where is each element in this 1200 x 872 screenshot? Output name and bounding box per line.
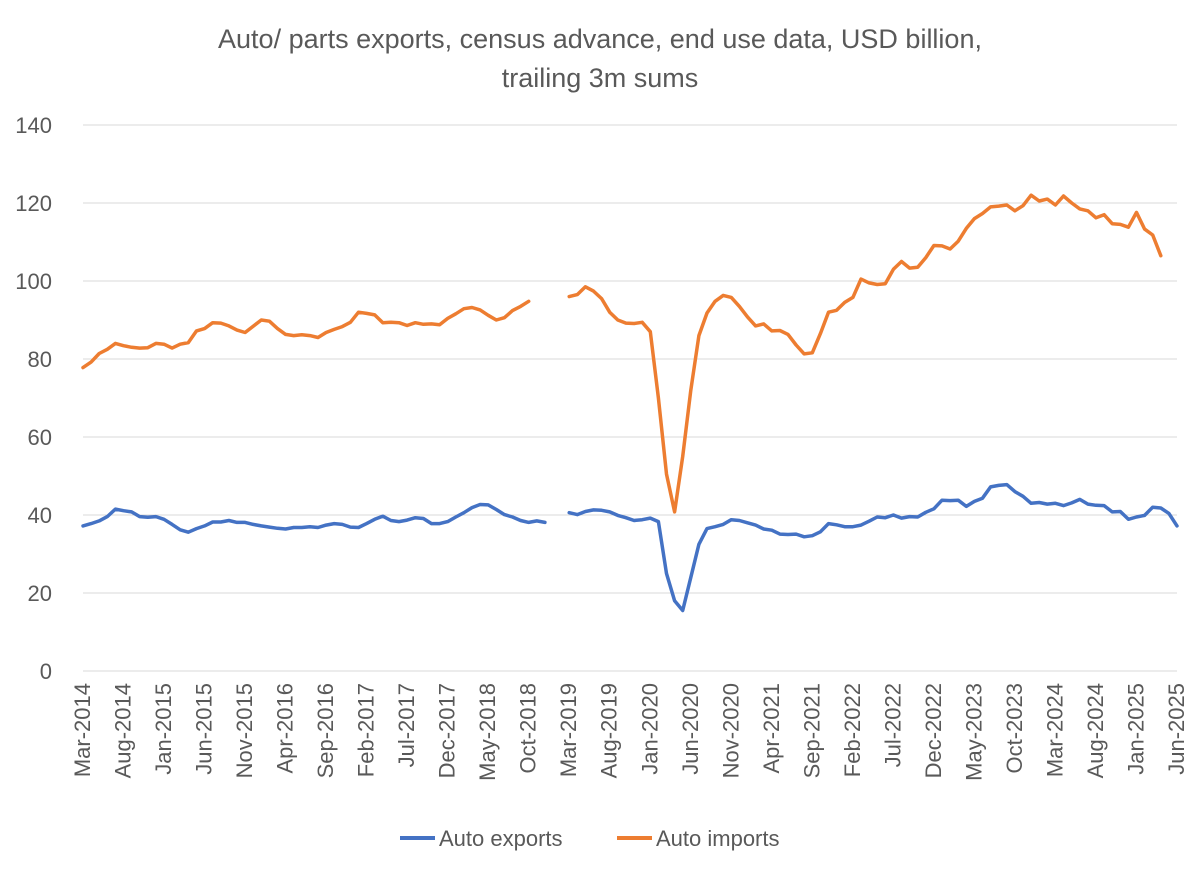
y-tick-label: 40 xyxy=(28,503,52,528)
x-tick-label: May-2023 xyxy=(961,683,986,781)
x-tick-label: Jan-2020 xyxy=(637,683,662,775)
x-tick-label: Dec-2017 xyxy=(435,683,460,778)
chart-title-line-2: trailing 3m sums xyxy=(502,63,699,93)
x-tick-label: Jan-2015 xyxy=(151,683,176,775)
x-tick-label: Feb-2022 xyxy=(840,683,865,777)
x-tick-label: Apr-2016 xyxy=(273,683,298,774)
y-tick-label: 120 xyxy=(15,191,52,216)
x-tick-label: Feb-2017 xyxy=(354,683,379,777)
x-tick-label: Apr-2021 xyxy=(759,683,784,774)
x-tick-label: Jul-2022 xyxy=(880,683,905,767)
x-tick-label: Jun-2015 xyxy=(192,683,217,775)
series-line-auto-imports-segment-1 xyxy=(81,299,531,370)
x-tick-label: Aug-2014 xyxy=(111,683,136,778)
x-tick-label: Jan-2025 xyxy=(1124,683,1149,775)
series-lines xyxy=(81,193,1179,613)
x-tick-label: Dec-2022 xyxy=(921,683,946,778)
x-tick-label: Aug-2019 xyxy=(597,683,622,778)
chart-title-line-1: Auto/ parts exports, census advance, end… xyxy=(218,24,982,54)
y-tick-label: 60 xyxy=(28,425,52,450)
x-tick-label: Jul-2017 xyxy=(394,683,419,767)
y-tick-label: 80 xyxy=(28,347,52,372)
x-tick-label: Jun-2020 xyxy=(678,683,703,775)
series-line-auto-exports-segment-2 xyxy=(567,482,1179,613)
gridlines xyxy=(83,124,1177,672)
y-tick-label: 0 xyxy=(40,659,52,684)
y-tick-label: 20 xyxy=(28,581,52,606)
x-tick-label: Nov-2020 xyxy=(718,683,743,778)
legend-label-auto-imports: Auto imports xyxy=(656,826,780,851)
x-axis-ticks: Mar-2014 Aug-2014 Jan-2015 Jun-2015 Nov-2015… xyxy=(70,683,1189,781)
x-tick-label: Sep-2016 xyxy=(313,683,338,778)
x-tick-label: Oct-2018 xyxy=(516,683,541,774)
x-tick-label: Jun-2025 xyxy=(1164,683,1189,775)
x-tick-label: Oct-2023 xyxy=(1002,683,1027,774)
x-tick-label: Mar-2019 xyxy=(556,683,581,777)
x-tick-label: Nov-2015 xyxy=(232,683,257,778)
x-tick-label: Mar-2014 xyxy=(70,683,95,777)
x-tick-label: Aug-2024 xyxy=(1083,683,1108,778)
y-tick-label: 100 xyxy=(15,269,52,294)
x-tick-label: Mar-2024 xyxy=(1042,683,1067,777)
series-line-auto-exports-segment-1 xyxy=(81,502,547,534)
y-axis-ticks: 0 20 40 60 80 100 120 140 xyxy=(15,113,52,684)
legend-label-auto-exports: Auto exports xyxy=(439,826,563,851)
x-tick-label: May-2018 xyxy=(475,683,500,781)
legend: Auto exports Auto imports xyxy=(400,826,780,851)
x-tick-label: Sep-2021 xyxy=(799,683,824,778)
series-line-auto-imports-segment-2 xyxy=(567,193,1163,514)
y-tick-label: 140 xyxy=(15,113,52,138)
